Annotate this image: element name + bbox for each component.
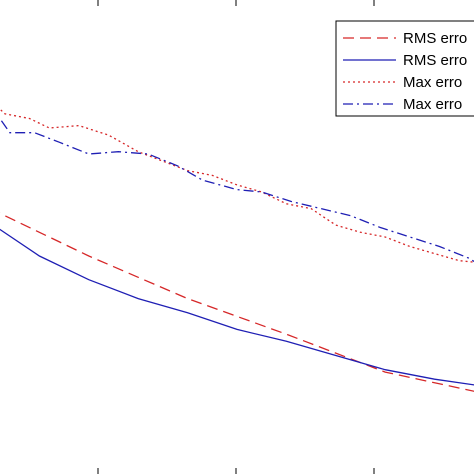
legend-box: [335, 20, 474, 117]
legend-label-2: Max erro: [403, 74, 462, 91]
series-line-1: [0, 228, 474, 386]
legend: RMS erro RMS erro Max erro Max erro: [335, 20, 474, 117]
axes: [97, 0, 375, 474]
legend-label-1: RMS erro: [403, 52, 467, 69]
series-layer: [0, 108, 474, 392]
legend-label-0: RMS erro: [403, 30, 467, 47]
legend-label-3: Max erro: [403, 96, 462, 113]
series-line-0: [0, 212, 474, 392]
series-line-3: [0, 117, 474, 263]
